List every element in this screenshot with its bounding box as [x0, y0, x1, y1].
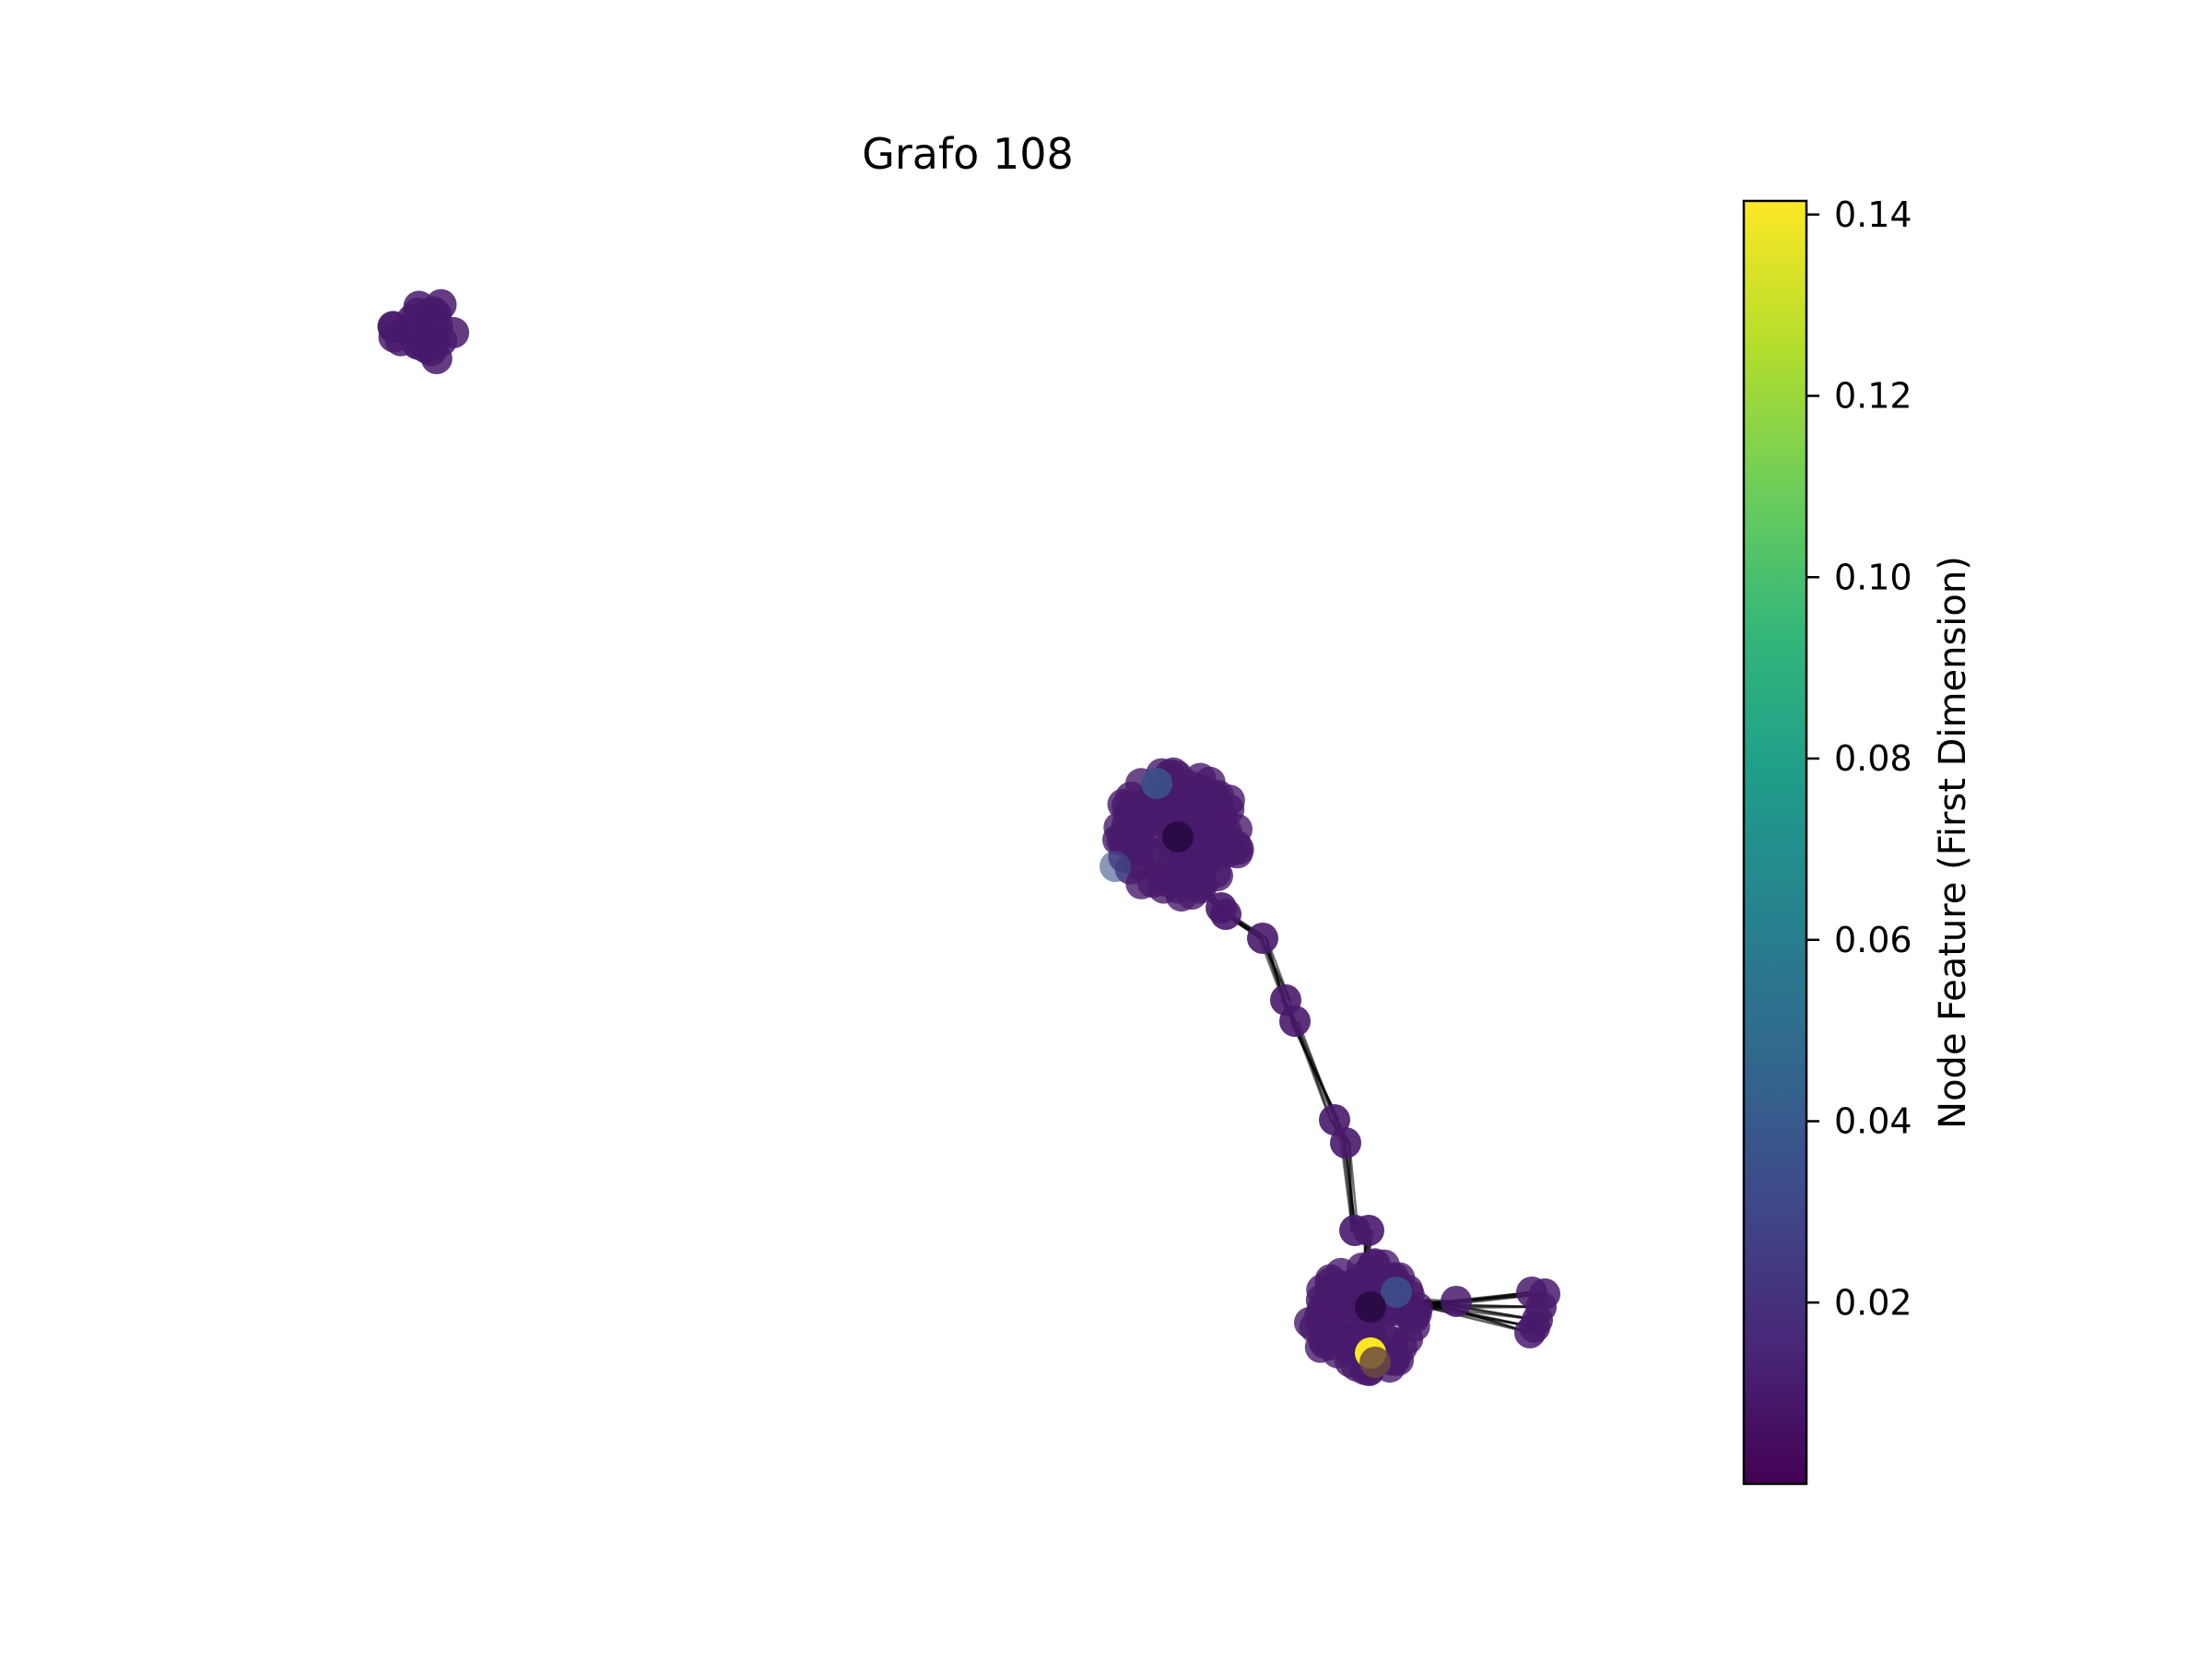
graph-node — [1529, 1278, 1560, 1310]
colorbar-tick-label: 0.10 — [1834, 557, 1912, 597]
graph-node — [1381, 1277, 1412, 1308]
colorbar-ticks: 0.02 0.04 0.06 0.08 0.10 0.12 0.14 — [1806, 194, 1912, 1323]
graph-node — [1102, 824, 1134, 856]
graph-node — [1247, 923, 1278, 954]
graph-node — [1141, 768, 1172, 799]
graph-node — [1355, 1291, 1386, 1323]
graph-node — [1136, 866, 1169, 899]
graph-edge — [1297, 1020, 1336, 1121]
graph-nodes — [377, 288, 1560, 1386]
graph-edge — [1289, 1020, 1340, 1121]
graph-node — [1305, 1284, 1337, 1316]
graph-node — [1514, 1317, 1546, 1348]
graph-node — [1210, 899, 1241, 930]
plot-title: Grafo 108 — [862, 129, 1074, 179]
graph-node — [1330, 1127, 1361, 1159]
graph-edge — [1421, 1301, 1535, 1329]
graph-node — [417, 296, 449, 328]
graph-node — [1353, 1215, 1384, 1246]
graph-node — [1330, 1327, 1362, 1359]
colorbar-gradient — [1742, 199, 1808, 1486]
graph-node — [1346, 1253, 1378, 1284]
graph-node — [1441, 1286, 1472, 1317]
graph-node — [1220, 830, 1253, 862]
colorbar: 0.02 0.04 0.06 0.08 0.10 0.12 0.14 Node Featur… — [1742, 194, 1974, 1486]
colorbar-tick-label: 0.04 — [1834, 1101, 1912, 1142]
colorbar-tick-label: 0.12 — [1834, 376, 1912, 417]
colorbar-label: Node Feature (First Dimension) — [1932, 556, 1974, 1129]
graph-node — [1400, 1298, 1432, 1330]
graph-node — [1100, 851, 1131, 882]
graph-node — [1163, 782, 1195, 815]
graph-node — [1279, 1006, 1311, 1037]
colorbar-tick-label: 0.14 — [1834, 194, 1912, 235]
graph-node — [1162, 821, 1194, 853]
graph-node — [1169, 845, 1201, 877]
graph-node — [1202, 860, 1233, 892]
colorbar-tick-label: 0.06 — [1834, 920, 1912, 960]
colorbar-tick-label: 0.02 — [1834, 1282, 1912, 1323]
graph-node — [1299, 1312, 1331, 1344]
colorbar-tick-label: 0.08 — [1834, 738, 1912, 779]
graph-node — [1359, 1347, 1391, 1378]
graph-node — [1107, 788, 1139, 820]
graph-node — [403, 328, 435, 360]
graph-node — [1162, 872, 1194, 904]
